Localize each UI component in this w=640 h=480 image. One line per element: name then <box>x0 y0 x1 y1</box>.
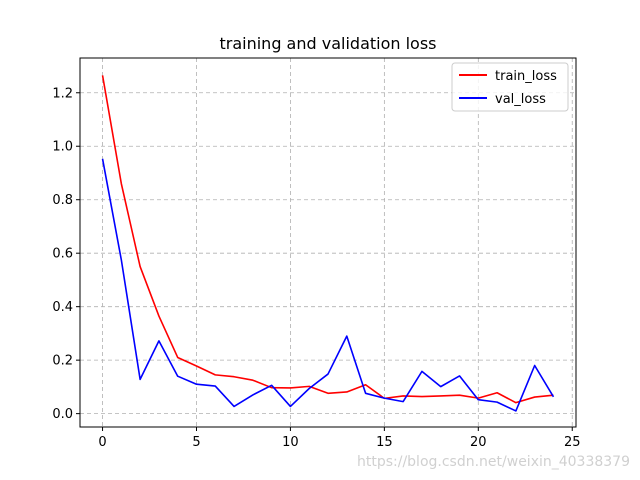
y-tick-label: 0.0 <box>52 407 73 422</box>
x-tick-label: 5 <box>192 435 200 450</box>
y-tick-label: 0.6 <box>52 247 73 262</box>
legend-label-val-loss: val_loss <box>495 92 546 107</box>
x-tick-label: 10 <box>282 435 299 450</box>
series-line-train-loss <box>101 75 554 404</box>
legend-label-train-loss: train_loss <box>495 69 557 84</box>
y-tick-label: 1.2 <box>52 86 73 101</box>
chart-title: training and validation loss <box>219 34 436 53</box>
grid <box>80 58 576 427</box>
x-tick-label: 15 <box>376 435 393 450</box>
ticks: 0 5 10 15 20 25 0.0 0.2 0.4 0.6 0.8 1.0 1.2 <box>52 86 580 450</box>
y-tick-label: 0.4 <box>52 300 73 315</box>
plot-frame <box>79 57 577 428</box>
y-tick-label: 1.0 <box>52 140 73 155</box>
legend: train_loss val_loss <box>451 62 569 112</box>
series-layer <box>101 75 555 412</box>
y-tick-label: 0.8 <box>52 193 73 208</box>
x-tick-label: 25 <box>564 435 581 450</box>
x-tick-label: 20 <box>470 435 487 450</box>
x-tick-label: 0 <box>98 435 106 450</box>
watermark-text: https://blog.csdn.net/weixin_40338379 <box>356 454 630 470</box>
y-tick-label: 0.2 <box>52 354 73 369</box>
series-line-val-loss <box>101 158 555 412</box>
